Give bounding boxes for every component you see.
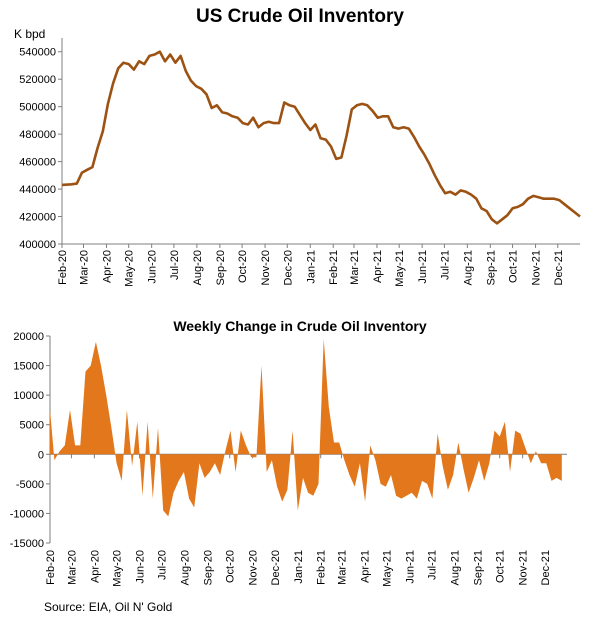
x-tick-label: Jun-20 bbox=[147, 250, 159, 284]
x-tick-label: Sep-20 bbox=[215, 250, 227, 285]
x-tick-label: May-21 bbox=[382, 550, 394, 587]
x-tick-label: Jul-21 bbox=[427, 550, 439, 580]
y-tick-label: 460000 bbox=[19, 157, 56, 169]
x-tick-label: Nov-20 bbox=[248, 550, 260, 585]
source-note: Source: EIA, Oil N' Gold bbox=[44, 600, 173, 614]
y-tick-label: 20000 bbox=[13, 331, 44, 343]
y-tick-label: 440000 bbox=[19, 184, 56, 196]
x-tick-label: Mar-20 bbox=[66, 550, 78, 585]
x-tick-label: Oct-21 bbox=[508, 250, 520, 283]
x-tick-label: Oct-21 bbox=[495, 550, 507, 583]
y-tick-label: 480000 bbox=[19, 129, 56, 141]
series-area bbox=[50, 339, 562, 517]
x-tick-label: Dec-21 bbox=[540, 550, 552, 585]
x-tick-label: Jan-21 bbox=[293, 550, 305, 584]
y-tick-label: -5000 bbox=[16, 479, 44, 491]
x-tick-label: Jan-21 bbox=[305, 250, 317, 284]
x-tick-label: Nov-21 bbox=[518, 550, 530, 585]
x-tick-label: Jun-21 bbox=[417, 250, 429, 284]
y-tick-label: 5000 bbox=[20, 420, 44, 432]
x-tick-label: Feb-20 bbox=[57, 250, 69, 285]
x-tick-label: Sep-21 bbox=[473, 550, 485, 585]
x-tick-label: Sep-21 bbox=[485, 250, 497, 285]
x-tick-label: Feb-21 bbox=[328, 250, 340, 285]
x-tick-label: Aug-20 bbox=[192, 250, 204, 285]
x-tick-label: Oct-20 bbox=[237, 250, 249, 283]
x-tick-label: May-20 bbox=[124, 250, 136, 287]
x-tick-label: Aug-20 bbox=[180, 550, 192, 585]
y-tick-label: -15000 bbox=[10, 538, 44, 550]
x-tick-label: May-20 bbox=[112, 550, 124, 587]
chart-title: Weekly Change in Crude Oil Inventory bbox=[173, 318, 427, 334]
y-axis-unit-label: K bpd bbox=[14, 27, 46, 41]
x-tick-label: Feb-20 bbox=[45, 550, 57, 585]
x-tick-label: Oct-20 bbox=[225, 550, 237, 583]
x-tick-label: Dec-20 bbox=[270, 550, 282, 585]
y-tick-label: 540000 bbox=[19, 47, 56, 59]
x-tick-label: May-21 bbox=[394, 250, 406, 287]
x-tick-label: Jun-21 bbox=[404, 550, 416, 584]
x-tick-label: Nov-21 bbox=[531, 250, 543, 285]
y-tick-label: 10000 bbox=[13, 390, 44, 402]
x-tick-label: Apr-21 bbox=[372, 250, 384, 283]
x-tick-label: Aug-21 bbox=[462, 250, 474, 285]
x-tick-label: Jul-20 bbox=[157, 550, 169, 580]
y-tick-label: 520000 bbox=[19, 74, 56, 86]
x-tick-label: Dec-20 bbox=[282, 250, 294, 285]
y-tick-label: -10000 bbox=[10, 508, 44, 520]
x-tick-label: Feb-21 bbox=[316, 550, 328, 585]
series-line bbox=[61, 50, 581, 225]
chart-title: US Crude Oil Inventory bbox=[196, 6, 404, 27]
y-tick-label: 0 bbox=[38, 449, 44, 461]
x-tick-label: Nov-20 bbox=[260, 250, 272, 285]
x-tick-label: Aug-21 bbox=[450, 550, 462, 585]
x-tick-label: Apr-20 bbox=[89, 550, 101, 583]
y-tick-label: 400000 bbox=[19, 239, 56, 251]
x-tick-label: Jul-21 bbox=[439, 250, 451, 280]
x-tick-label: Sep-20 bbox=[203, 550, 215, 585]
y-tick-label: 500000 bbox=[19, 102, 56, 114]
x-tick-label: Mar-20 bbox=[78, 250, 90, 285]
y-tick-label: 420000 bbox=[19, 212, 56, 224]
x-tick-label: Apr-20 bbox=[101, 250, 113, 283]
x-tick-label: Jun-20 bbox=[134, 550, 146, 584]
x-tick-label: Jul-20 bbox=[169, 250, 181, 280]
x-tick-label: Mar-21 bbox=[336, 550, 348, 585]
x-tick-label: Dec-21 bbox=[553, 250, 565, 285]
x-tick-label: Apr-21 bbox=[359, 550, 371, 583]
y-tick-label: 15000 bbox=[13, 361, 44, 373]
x-tick-label: Mar-21 bbox=[349, 250, 361, 285]
